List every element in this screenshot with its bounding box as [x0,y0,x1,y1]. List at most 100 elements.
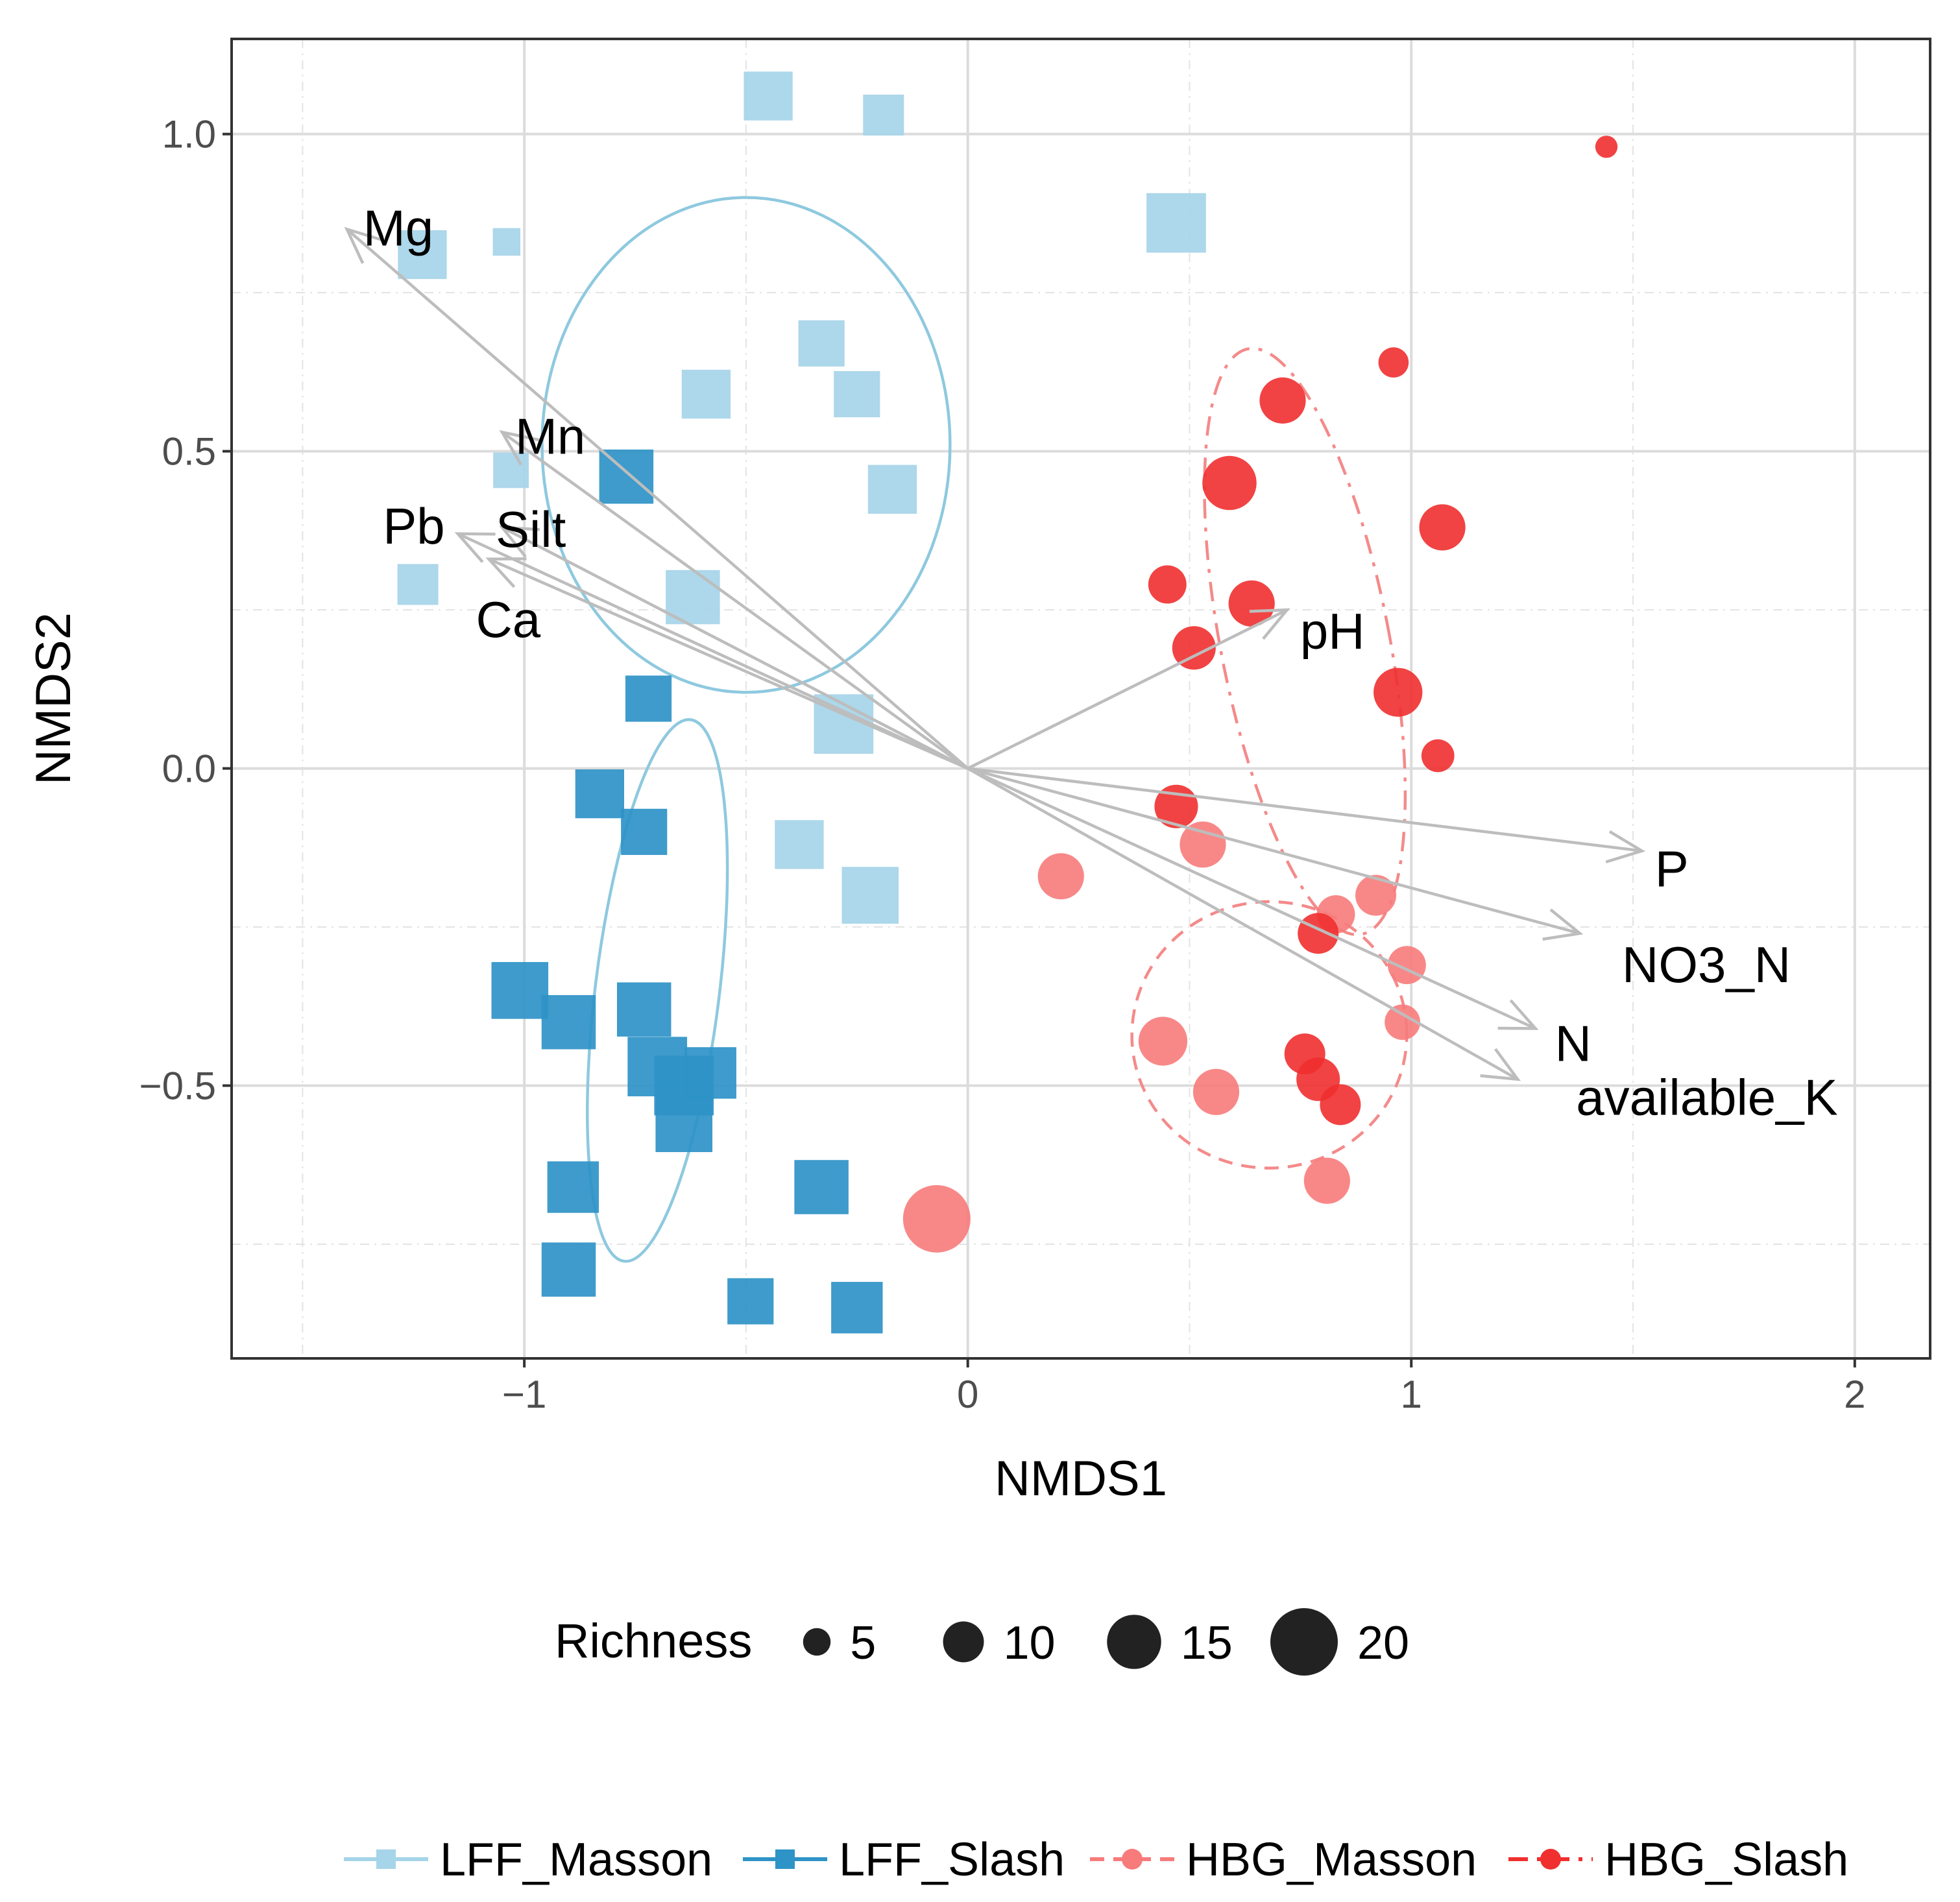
size-legend-label: 10 [1004,1617,1056,1669]
point-hbg-slash [1298,913,1339,954]
point-hbg-slash [1378,347,1409,378]
size-legend-key [803,1628,831,1656]
size-legend-key [1270,1608,1338,1676]
point-hbg-slash [1202,455,1257,511]
vector-arrowhead [1480,1048,1521,1081]
point-hbg-masson [1192,1068,1240,1115]
point-lff-masson [492,228,521,256]
vector-label-ph: pH [1300,603,1365,660]
y-tick-label: −0.5 [139,1065,216,1108]
point-hbg-slash [1228,580,1275,627]
vector-label-p: P [1655,841,1689,898]
point-hbg-slash [1320,1084,1361,1126]
point-lff-masson [867,464,917,514]
vector-label-pb: Pb [383,498,444,555]
vector-n [967,767,1536,1030]
point-hbg-slash [1421,739,1455,773]
point-lff-slash [621,808,668,855]
size-legend: Richness 5 10 15 20 [555,1608,1409,1676]
vector-pb [457,532,969,770]
point-lff-masson [775,820,824,869]
x-tick-label: 2 [1844,1373,1865,1416]
group-legend-label: LFF_Masson [440,1834,712,1886]
point-lff-slash [491,962,549,1019]
point-hbg-slash [1259,377,1306,424]
size-legend-key [943,1621,984,1663]
group-legend-square [775,1849,795,1869]
y-tick-label: 0.5 [162,430,216,474]
point-lff-slash [794,1160,849,1214]
y-tick-label: 1.0 [162,113,216,156]
point-lff-masson [863,94,904,136]
point-hbg-slash [1148,565,1187,604]
plot-panel-border [230,38,1931,1360]
point-lff-slash [541,1242,596,1297]
point-hbg-slash [1373,668,1423,717]
y-tick-label: 0.0 [162,747,216,791]
x-axis-title: NMDS1 [995,1451,1167,1506]
vector-arrowhead [499,525,540,558]
point-lff-masson [493,452,529,488]
vector-mn [501,431,969,770]
vector-silt [501,525,969,770]
point-lff-slash [831,1282,883,1334]
point-lff-slash [541,994,596,1050]
vector-arrowhead [1249,608,1290,640]
ellipse-lff-masson [540,196,952,694]
group-legend-label: HBG_Slash [1604,1834,1848,1886]
ellipse-hbg-slash [1203,346,1407,937]
vector-arrowhead [454,532,496,563]
point-hbg-slash [1172,626,1216,670]
vector-arrowhead [344,226,383,264]
vector-arrowhead [1497,999,1539,1030]
point-hbg-masson [1387,946,1426,985]
vector-arrowhead [1542,908,1584,941]
point-hbg-masson [902,1185,971,1253]
group-legend-square [376,1849,396,1869]
point-lff-slash [599,449,654,504]
point-lff-slash [727,1278,774,1325]
point-lff-masson [1146,193,1206,253]
point-hbg-slash [1595,136,1618,158]
point-hbg-masson [1138,1017,1188,1066]
point-lff-slash [575,769,624,819]
x-tick-label: −1 [502,1373,546,1416]
point-lff-slash [655,1095,713,1152]
vector-label-no3_n: NO3_N [1622,936,1791,993]
point-lff-masson [397,564,439,605]
vector-label-silt: Silt [496,501,566,558]
point-lff-masson [798,320,845,367]
x-tick-label: 1 [1401,1373,1422,1416]
vector-label-available_k: available_K [1576,1069,1837,1126]
group-legend: LFF_Masson LFF_Slash HBG_Masson HBG_Slash [344,1834,1848,1886]
point-lff-masson [398,230,447,280]
vector-available_k [967,767,1519,1081]
group-legend-circle [1122,1849,1143,1870]
point-hbg-masson [1355,874,1397,916]
vector-mg [346,228,969,770]
size-legend-key [1107,1615,1161,1669]
y-axis-title: NMDS2 [26,612,81,785]
point-lff-slash [616,982,671,1037]
vector-arrowhead [1605,830,1646,863]
vector-label-mg: Mg [363,199,433,256]
size-legend-label: 5 [850,1617,876,1669]
vector-arrowhead [499,430,540,466]
x-tick-label: 0 [957,1373,978,1416]
group-legend-label: HBG_Masson [1186,1834,1477,1886]
vector-label-mn: Mn [515,407,585,464]
size-legend-label: 20 [1357,1617,1409,1669]
point-lff-slash [684,1047,736,1099]
point-lff-slash [625,675,672,722]
point-lff-masson [681,369,731,419]
group-legend-circle [1540,1849,1561,1870]
vector-p [967,767,1642,852]
point-lff-masson [744,71,793,121]
vector-arrowhead [485,557,527,588]
point-hbg-masson [1303,1157,1350,1204]
point-lff-masson [841,867,899,924]
point-lff-slash [547,1161,599,1213]
point-hbg-masson [1037,853,1084,900]
point-hbg-slash [1419,504,1466,551]
